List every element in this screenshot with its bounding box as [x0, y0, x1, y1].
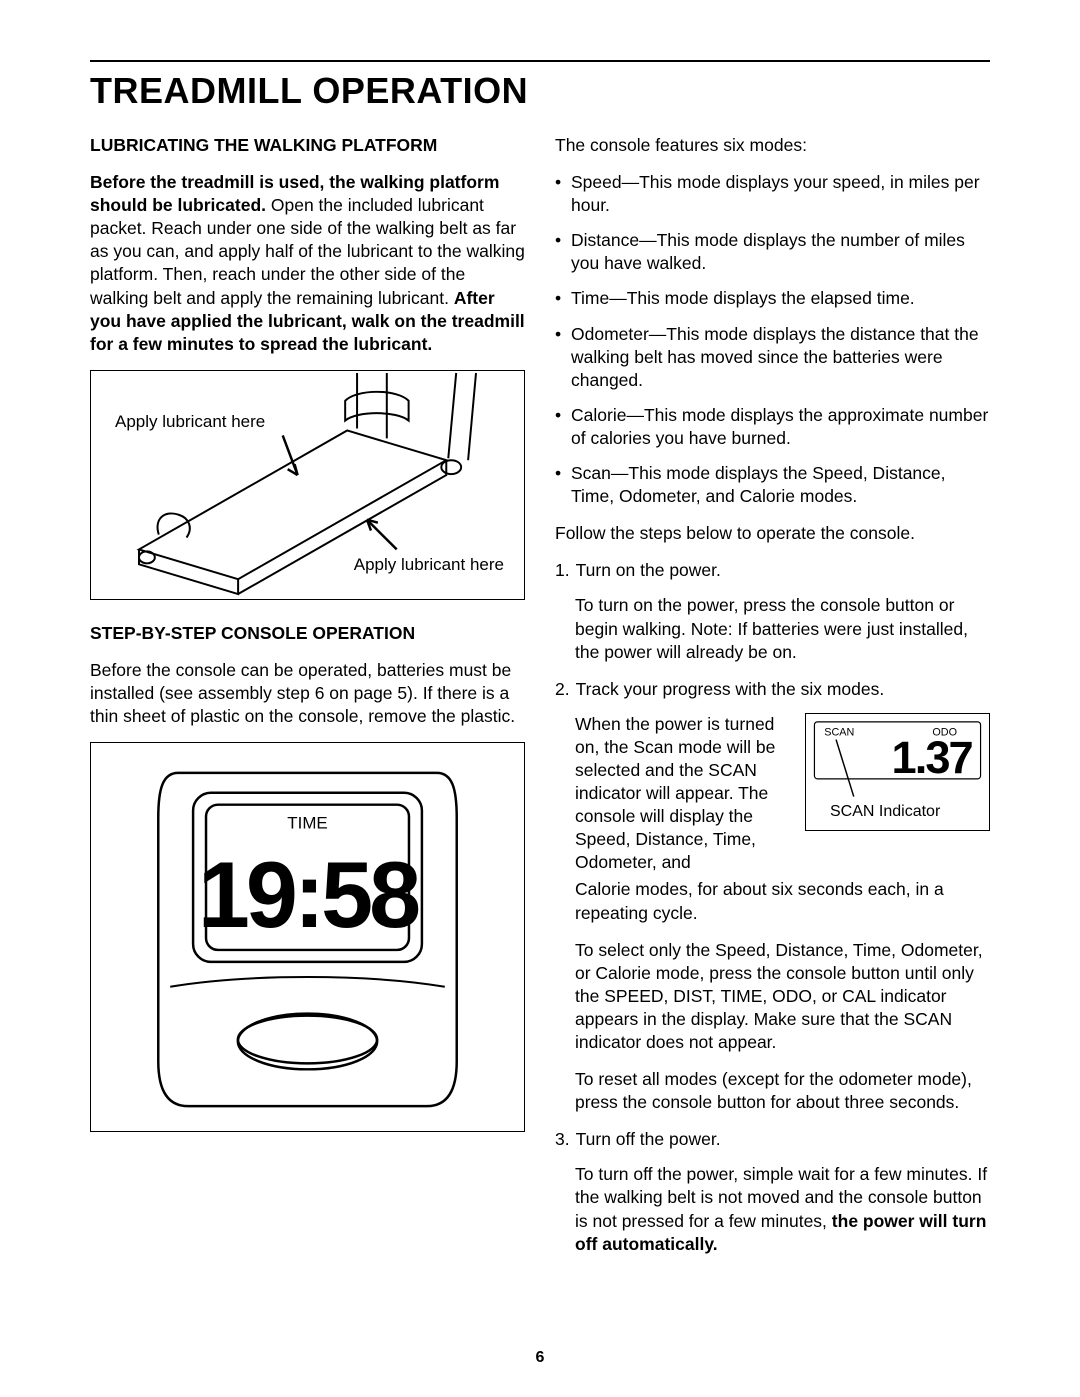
mode-item: Odometer—This mode displays the distance… — [555, 323, 990, 392]
mode-item: Distance—This mode displays the number o… — [555, 229, 990, 275]
step-2-title: Track your progress with the six modes. — [576, 678, 990, 701]
step-1-title: Turn on the power. — [576, 559, 990, 582]
lubricating-heading: LUBRICATING THE WALKING PLATFORM — [90, 134, 525, 157]
step-3: 3. Turn off the power. — [555, 1128, 990, 1151]
fig1-label-bottom: Apply lubricant here — [354, 554, 504, 576]
follow-steps: Follow the steps below to operate the co… — [555, 522, 990, 545]
scan-text: When the power is turned on, the Scan mo… — [575, 713, 791, 875]
step-1-num: 1. — [555, 559, 570, 582]
console-intro: Before the console can be operated, batt… — [90, 659, 525, 728]
scan-label: SCAN — [824, 726, 854, 738]
step-2-num: 2. — [555, 678, 570, 701]
fig1-label-top: Apply lubricant here — [115, 411, 265, 433]
step-1-body: To turn on the power, press the console … — [555, 594, 990, 663]
step-1: 1. Turn on the power. — [555, 559, 990, 582]
scan-after-text: Calorie modes, for about six seconds eac… — [555, 878, 990, 924]
mode-item: Calorie—This mode displays the approxima… — [555, 404, 990, 450]
mode-item: Time—This mode displays the elapsed time… — [555, 287, 990, 310]
step-3-body: To turn off the power, simple wait for a… — [555, 1163, 990, 1255]
page-title: TREADMILL OPERATION — [90, 70, 990, 112]
left-column: LUBRICATING THE WALKING PLATFORM Before … — [90, 134, 525, 1270]
step-2: 2. Track your progress with the six mode… — [555, 678, 990, 701]
mode-item: Scan—This mode displays the Speed, Dista… — [555, 462, 990, 508]
console-diagram: TIME 19:58 — [90, 742, 525, 1132]
step-2-reset: To reset all modes (except for the odome… — [555, 1068, 990, 1114]
right-column: The console features six modes: Speed—Th… — [555, 134, 990, 1270]
scan-row: When the power is turned on, the Scan mo… — [555, 713, 990, 875]
page-number: 6 — [536, 1349, 545, 1367]
step-3-title: Turn off the power. — [576, 1128, 990, 1151]
treadmill-diagram: Apply lubricant here Apply lubricant her… — [90, 370, 525, 600]
scan-indicator-diagram: SCAN ODO 1.37 SCAN Indicator — [805, 713, 990, 831]
scan-caption: SCAN Indicator — [830, 801, 940, 822]
modes-list: Speed—This mode displays your speed, in … — [555, 171, 990, 508]
console-heading: STEP-BY-STEP CONSOLE OPERATION — [90, 622, 525, 645]
mode-item: Speed—This mode displays your speed, in … — [555, 171, 990, 217]
scan-value: 1.37 — [892, 732, 973, 783]
console-time-value: 19:58 — [198, 842, 419, 947]
lubricating-paragraph: Before the treadmill is used, the walkin… — [90, 171, 525, 356]
step-3-num: 3. — [555, 1128, 570, 1151]
modes-intro: The console features six modes: — [555, 134, 990, 157]
console-svg: TIME 19:58 — [91, 743, 524, 1131]
step-2-select: To select only the Speed, Distance, Time… — [555, 939, 990, 1054]
console-time-label: TIME — [287, 814, 327, 833]
